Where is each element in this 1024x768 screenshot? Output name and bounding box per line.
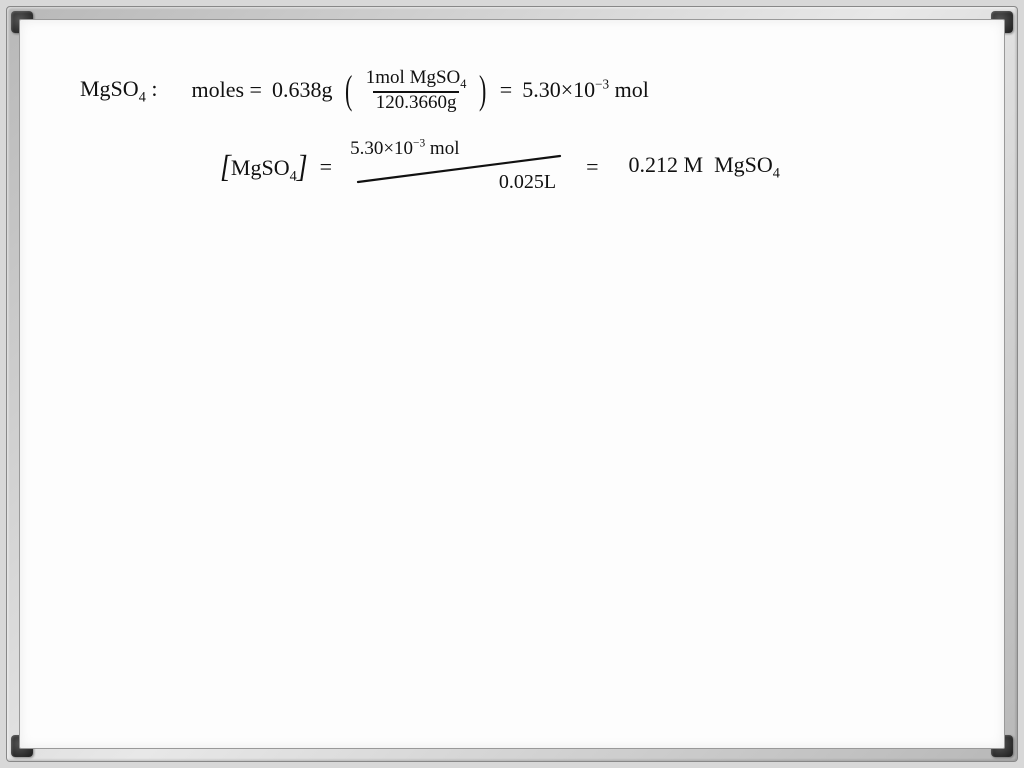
equals-sign: = — [500, 75, 512, 106]
whiteboard-frame: MgSO4 : moles = 0.638g ( 1mol MgSO4 120.… — [6, 6, 1018, 762]
equals-sign: = — [586, 152, 598, 183]
conversion-fraction: 1mol MgSO4 120.3660g — [366, 68, 467, 113]
equation-line-1: MgSO4 : moles = 0.638g ( 1mol MgSO4 120.… — [80, 68, 649, 113]
moles-result: 5.30×10−3 mol — [522, 75, 649, 106]
equation-line-2: [MgSO4] = 5.30×10−3 mol 0.025L = 0.212 M… — [220, 140, 780, 194]
moles-label: moles = — [191, 75, 261, 106]
diagonal-fraction: 5.30×10−3 mol 0.025L — [344, 140, 574, 194]
whiteboard-surface: MgSO4 : moles = 0.638g ( 1mol MgSO4 120.… — [19, 19, 1005, 749]
concentration-bracket: [MgSO4] — [220, 147, 308, 186]
equals-sign: = — [320, 152, 332, 183]
paren-close: ) — [479, 76, 486, 104]
paren-open: ( — [345, 76, 352, 104]
molarity-result: 0.212 M MgSO4 — [629, 150, 780, 183]
mass-value: 0.638g — [272, 75, 333, 106]
compound-label: MgSO4 : — [80, 74, 157, 107]
